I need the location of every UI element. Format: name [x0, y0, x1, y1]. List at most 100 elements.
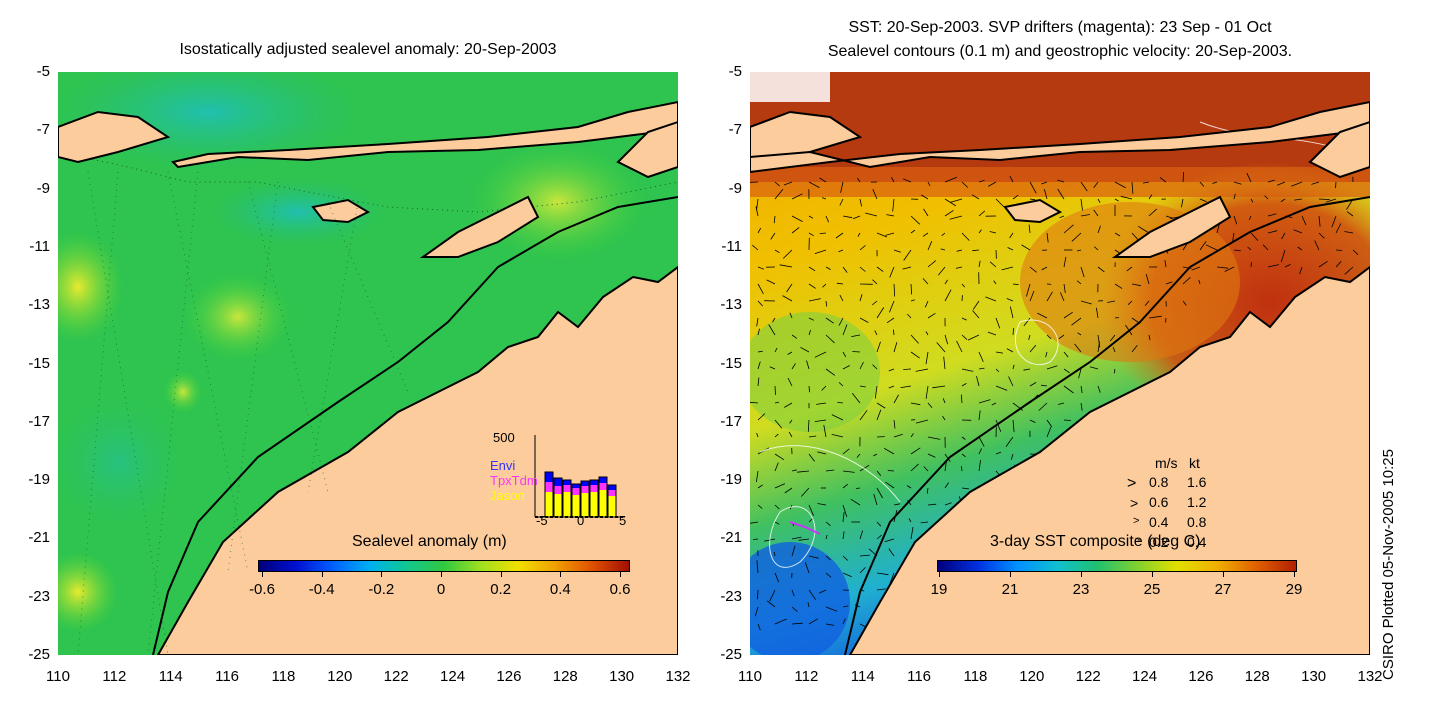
colorbar-tick-label: 21	[1001, 581, 1019, 598]
colorbar-tick-label: 23	[1072, 581, 1090, 598]
y-axis-tick-label: -9	[36, 179, 50, 197]
x-axis-tick-label: 118	[271, 668, 296, 685]
colorbar-tick-label: 19	[930, 581, 948, 598]
y-axis-tick-label: -13	[720, 296, 742, 314]
colorbar-tick-label: -0.4	[308, 581, 335, 598]
x-axis-tick-label: 122	[1075, 668, 1101, 685]
velocity-legend-row: 0.8	[1187, 514, 1207, 530]
x-axis-tick-label: 128	[1244, 668, 1270, 685]
y-axis-tick-label: -9	[728, 179, 742, 197]
right-map-title-line1: SST: 20-Sep-2003. SVP drifters (magenta)…	[848, 19, 1272, 36]
x-axis-tick-label: 116	[215, 668, 240, 685]
velocity-legend-row: 0.4	[1149, 514, 1169, 530]
inset-ymax-label: 500	[493, 430, 515, 445]
colorbar-tick-mark	[620, 572, 621, 577]
y-axis-tick-label: -25	[720, 646, 742, 663]
sealevel-anomaly-map	[58, 72, 678, 655]
colorbar-tick-mark	[500, 572, 502, 577]
y-axis-tick-label: -7	[36, 121, 50, 139]
colorbar-tick-mark	[1294, 572, 1295, 577]
x-axis-tick-label: 132	[665, 668, 691, 685]
colorbar-tick-label: 0.2	[490, 581, 512, 598]
plot-credit: CSIRO Plotted 05-Nov-2005 10:25	[1380, 449, 1397, 680]
colorbar-tick-mark	[381, 572, 383, 577]
y-axis-tick-label: -21	[28, 529, 50, 547]
y-axis-tick-label: -13	[28, 296, 50, 314]
x-axis-tick-label: 110	[738, 668, 762, 685]
sst-colorbar	[937, 560, 1297, 572]
velocity-arrow-icon: >	[1127, 475, 1137, 492]
x-axis-tick-label: 126	[1188, 668, 1214, 685]
colorbar-tick-mark	[560, 572, 562, 577]
velocity-legend-header-kt: kt	[1189, 455, 1200, 471]
y-axis-tick-label: -15	[28, 354, 50, 372]
y-axis-tick-label: -23	[720, 587, 742, 605]
colorbar-tick-label: -0.2	[368, 581, 395, 598]
y-axis-tick-label: -5	[728, 63, 742, 80]
colorbar-tick-mark	[1081, 572, 1082, 577]
y-axis-tick-label: -7	[728, 121, 742, 139]
left-map-title: Isostatically adjusted sealevel anomaly:…	[179, 41, 557, 58]
colorbar-tick-label: 0.4	[549, 581, 571, 598]
y-axis-tick-label: -25	[28, 646, 50, 663]
velocity-legend-header-ms: m/s	[1155, 455, 1178, 471]
y-axis-tick-label: -11	[29, 237, 50, 255]
velocity-arrow-icon: >	[1133, 515, 1140, 527]
x-axis-tick-label: 112	[102, 668, 127, 685]
x-axis-tick-label: 128	[552, 668, 578, 685]
inset-xtick: -5	[536, 513, 548, 528]
x-axis-tick-label: 130	[609, 668, 635, 685]
sst-colorbar-label: 3-day SST composite (deg C)	[990, 533, 1201, 550]
x-axis-tick-label: 126	[496, 668, 522, 685]
y-axis-tick-label: -21	[720, 529, 742, 547]
velocity-arrow-icon: >	[1135, 535, 1141, 545]
colorbar-tick-mark	[1010, 572, 1011, 577]
x-axis-tick-label: 132	[1357, 668, 1383, 685]
colorbar-tick-label: 27	[1214, 581, 1232, 598]
sla-colorbar-label: Sealevel anomaly (m)	[352, 533, 507, 550]
altimetry-data-inset: 500 Envi TpxTdm Jason -5 0 5	[490, 430, 640, 530]
y-axis-tick-label: -19	[720, 471, 742, 489]
x-axis-tick-label: 114	[850, 668, 875, 685]
x-axis-tick-label: 130	[1301, 668, 1327, 685]
colorbar-tick-mark	[1152, 572, 1153, 577]
colorbar-tick-label: 0	[436, 581, 446, 598]
x-axis-tick-label: 120	[327, 668, 353, 685]
x-axis-tick-label: 112	[794, 668, 819, 685]
sealevel-anomaly-map-graphic	[58, 72, 678, 655]
colorbar-tick-mark	[321, 572, 323, 577]
colorbar-tick-mark	[262, 572, 263, 577]
inset-satellite-envi: Envi	[490, 458, 516, 473]
inset-satellite-tpxtdm: TpxTdm	[490, 473, 538, 488]
y-axis-tick-label: -15	[720, 354, 742, 372]
x-axis-tick-label: 124	[440, 668, 466, 685]
sla-colorbar	[258, 560, 630, 572]
velocity-arrow-icon: >	[1130, 495, 1139, 511]
velocity-legend-row: 0.8	[1149, 474, 1169, 490]
y-axis-tick-label: -23	[28, 587, 50, 605]
x-axis-tick-label: 114	[158, 668, 183, 685]
inset-satellite-jason: Jason	[490, 488, 525, 503]
sst-map	[750, 72, 1370, 655]
colorbar-tick-label: -0.6	[249, 581, 275, 598]
velocity-legend-row: 1.6	[1187, 474, 1207, 490]
velocity-legend-row: 0.4	[1187, 534, 1207, 550]
inset-xtick: 0	[577, 513, 585, 528]
y-axis-tick-label: -17	[28, 412, 50, 430]
x-axis-tick-label: 118	[963, 668, 988, 685]
x-axis-tick-label: 124	[1132, 668, 1158, 685]
velocity-legend-row: 0.6	[1149, 494, 1169, 510]
colorbar-tick-mark	[441, 572, 442, 577]
x-axis-tick-label: 110	[46, 668, 70, 685]
colorbar-tick-label: 29	[1285, 581, 1303, 598]
colorbar-tick-mark	[939, 572, 940, 577]
right-map-title-line2: Sealevel contours (0.1 m) and geostrophi…	[827, 43, 1293, 60]
velocity-legend: m/s kt > 0.8 1.6 > 0.6 1.2 > 0.4 0.8 > 0…	[1125, 455, 1245, 565]
y-axis-tick-label: -17	[720, 412, 742, 430]
y-axis-tick-label: -5	[36, 63, 50, 80]
x-axis-tick-label: 120	[1019, 668, 1045, 685]
sst-map-graphic	[750, 72, 1370, 655]
colorbar-tick-label: 0.6	[609, 581, 631, 598]
inset-xtick: 5	[619, 513, 627, 528]
colorbar-tick-mark	[1223, 572, 1224, 577]
